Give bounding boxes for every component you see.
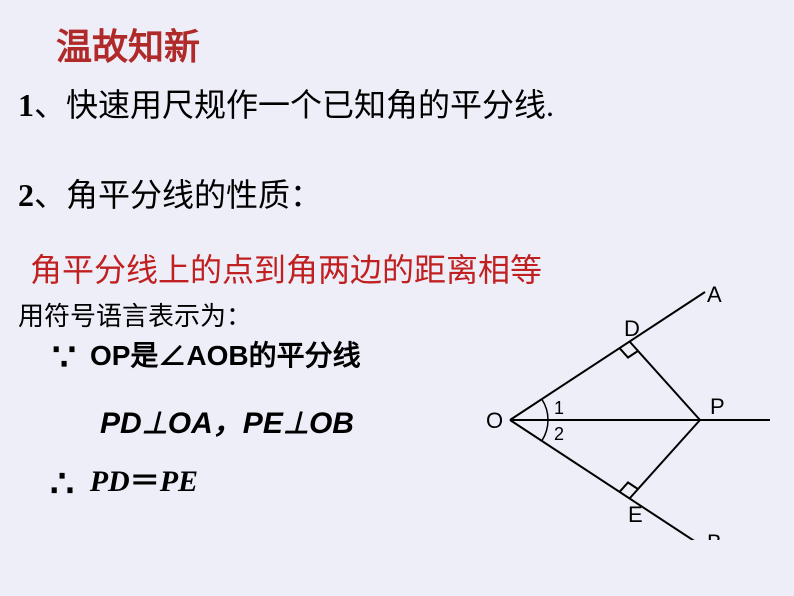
proof-line-1: ∵ OP是∠AOB的平分线 [52,334,361,380]
q2-text: 、角平分线的性质： [34,177,322,213]
concl-pe: PE [160,465,198,498]
svg-text:B: B [707,530,722,540]
conclusion-line: ∴ PD＝PE [50,456,198,507]
svg-text:1: 1 [554,398,564,418]
concl-pd: PD [90,465,130,498]
svg-text:A: A [707,282,722,307]
q1-text: 、快速用尺规作一个已知角的平分线. [34,87,554,123]
question-2: 2、角平分线的性质： [18,170,322,216]
symbol-lang-label: 用符号语言表示为： [18,296,252,333]
therefore-symbol: ∴ [50,464,74,506]
question-1: 1、快速用尺规作一个已知角的平分线. [18,80,554,126]
because-symbol: ∵ [52,337,76,379]
concl-eq: ＝ [130,465,160,498]
q1-number: 1 [18,87,34,123]
proof2-text: PD⊥OA，PE⊥OB [100,407,354,440]
angle-bisector-diagram: A B O P D E 1 2 [470,280,780,540]
proof1-text: OP是∠AOB的平分线 [90,340,361,371]
svg-text:D: D [624,316,640,341]
svg-text:E: E [628,502,643,527]
q2-number: 2 [18,177,34,213]
red-statement: 角平分线上的点到角两边的距离相等 [30,245,542,291]
svg-text:P: P [710,394,725,419]
proof-line-2: PD⊥OA，PE⊥OB [100,398,354,442]
svg-text:2: 2 [554,424,564,444]
page-header: 温故知新 [56,18,200,70]
svg-text:O: O [486,408,503,433]
